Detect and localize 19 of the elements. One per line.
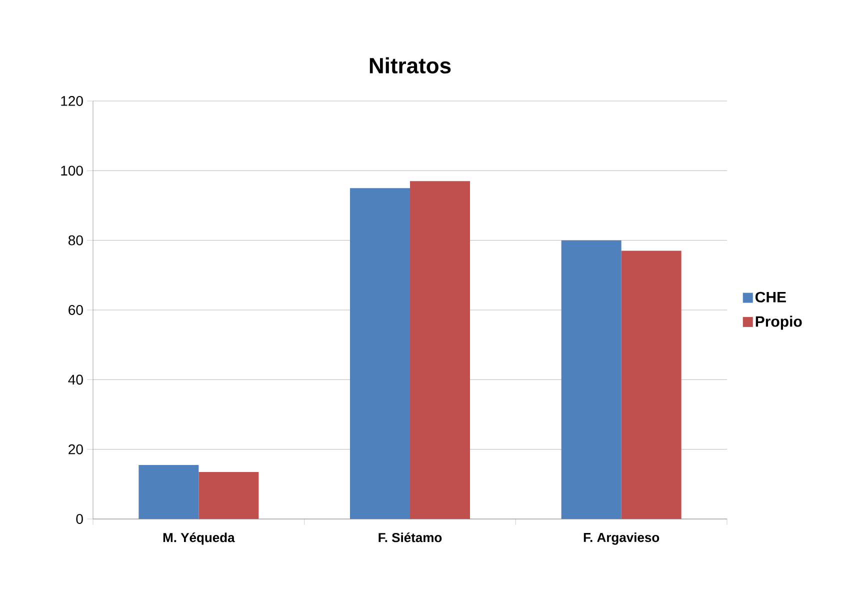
bar [561, 240, 622, 519]
legend-label: Propio [756, 316, 802, 330]
y-tick-label: 20 [68, 444, 83, 454]
legend-label: CHE [755, 292, 786, 302]
x-tick-label: M. Yéqueda [163, 532, 235, 545]
y-tick-label: 40 [68, 374, 83, 385]
bar [621, 250, 682, 519]
bar [410, 181, 470, 519]
y-tick-label: 60 [68, 305, 83, 315]
y-tick-label: 80 [68, 235, 83, 246]
y-tick-label: 0 [76, 514, 83, 524]
bar [198, 472, 259, 519]
bar [138, 464, 199, 519]
x-tick-label: F. Argavieso [584, 532, 660, 545]
bar [350, 188, 410, 519]
y-tick-label: 120 [61, 96, 83, 106]
x-tick-label: F. Siétamo [378, 532, 442, 542]
y-tick-label: 100 [61, 166, 83, 176]
chart-title: Nitratos [370, 57, 451, 74]
